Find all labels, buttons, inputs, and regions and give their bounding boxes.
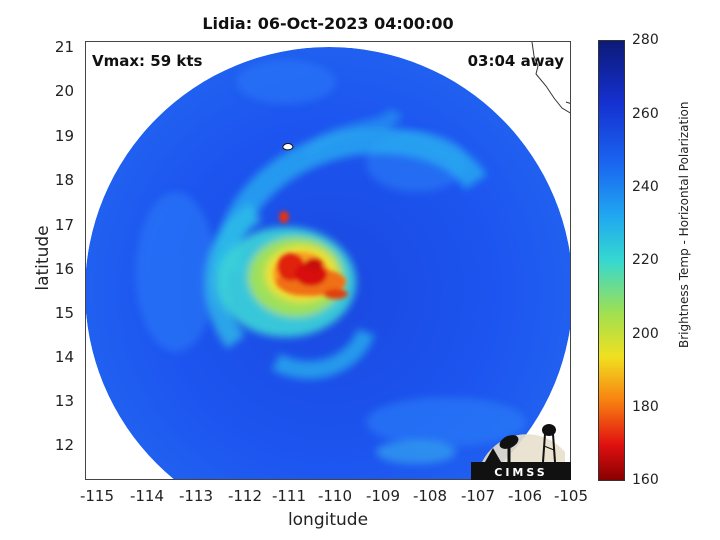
cimss-logo: CIMSS xyxy=(471,424,571,480)
ytick-label: 14 xyxy=(54,348,74,366)
xtick-label: -111 xyxy=(271,487,307,505)
colorbar-tick: 260 xyxy=(632,106,659,122)
xtick-label: -112 xyxy=(227,487,263,505)
xtick-label: -110 xyxy=(317,487,353,505)
colorbar-tick: 160 xyxy=(632,472,659,488)
coastline xyxy=(531,42,570,114)
colorbar-tick: 200 xyxy=(632,326,659,342)
colorbar xyxy=(598,40,625,481)
ytick-label: 17 xyxy=(54,216,74,234)
xtick-label: -107 xyxy=(460,487,496,505)
ytick-label: 18 xyxy=(54,171,74,189)
colorbar-label: Brightness Temp - Horizontal Polarizatio… xyxy=(677,101,691,348)
island-outline xyxy=(282,143,294,151)
colorbar-tick: 280 xyxy=(632,32,659,48)
ytick-label: 12 xyxy=(54,436,74,454)
xtick-label: -108 xyxy=(412,487,448,505)
vmax-label: Vmax: 59 kts xyxy=(92,52,203,70)
xtick-label: -109 xyxy=(365,487,401,505)
ytick-label: 21 xyxy=(54,38,74,56)
logo-text: CIMSS xyxy=(494,466,547,479)
colorbar-tick: 220 xyxy=(632,252,659,268)
y-axis-label: latitude xyxy=(33,225,53,291)
coastline xyxy=(565,101,570,104)
xtick-label: -115 xyxy=(79,487,115,505)
x-axis-label: longitude xyxy=(287,510,369,530)
colorbar-tick: 180 xyxy=(632,399,659,415)
ytick-label: 19 xyxy=(54,127,74,145)
time-away-label: 03:04 away xyxy=(467,52,564,70)
xtick-label: -114 xyxy=(129,487,165,505)
ytick-label: 15 xyxy=(54,304,74,322)
xtick-label: -113 xyxy=(178,487,214,505)
colorbar-tick: 240 xyxy=(632,179,659,195)
ytick-label: 13 xyxy=(54,392,74,410)
ytick-label: 16 xyxy=(54,260,74,278)
xtick-label: -106 xyxy=(507,487,543,505)
satellite-swath xyxy=(86,42,570,479)
ytick-label: 20 xyxy=(54,82,74,100)
map-plot-area xyxy=(85,41,571,480)
xtick-label: -105 xyxy=(553,487,589,505)
page-title: Lidia: 06-Oct-2023 04:00:00 xyxy=(202,14,454,33)
